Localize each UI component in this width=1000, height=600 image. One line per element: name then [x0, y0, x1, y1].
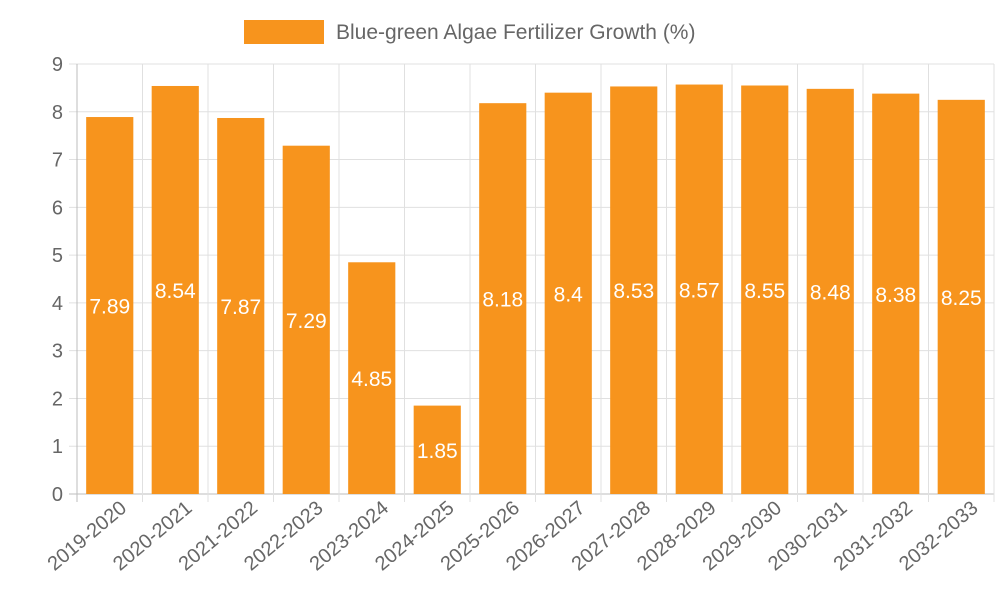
bar[interactable]	[413, 405, 461, 494]
bar[interactable]	[806, 88, 854, 494]
bar[interactable]	[479, 103, 527, 494]
bar-value-label: 7.87	[220, 296, 261, 319]
bar-value-label: 8.18	[482, 289, 523, 312]
bar[interactable]	[217, 117, 265, 494]
bar-value-label: 4.85	[351, 368, 392, 391]
bar[interactable]	[151, 85, 199, 494]
y-tick-label: 0	[52, 484, 63, 506]
bar[interactable]	[937, 99, 985, 494]
y-tick-label: 1	[52, 436, 63, 458]
bar[interactable]	[348, 262, 396, 494]
y-tick-label: 8	[52, 102, 63, 124]
y-tick-label: 9	[52, 54, 63, 76]
bar[interactable]	[86, 117, 134, 495]
y-tick-label: 6	[52, 197, 63, 219]
bar[interactable]	[544, 92, 592, 495]
bar-value-label: 8.48	[810, 281, 851, 304]
bar-value-label: 8.55	[744, 280, 785, 303]
legend-swatch	[244, 20, 324, 44]
y-axis-ticks: 0 1 2 3 4 5 6 7 8 9	[52, 54, 63, 506]
grid-lines	[69, 63, 995, 502]
y-tick-label: 7	[52, 150, 63, 172]
bar-value-label: 8.53	[613, 280, 654, 303]
bar-value-label: 8.57	[679, 279, 720, 302]
bar[interactable]	[610, 86, 658, 494]
y-tick-label: 5	[52, 245, 63, 267]
y-tick-label: 4	[52, 293, 63, 315]
bar-value-label: 1.85	[417, 440, 458, 463]
bar-value-label: 8.25	[941, 287, 982, 310]
bars: 7.89 8.54 7.87 7.29 4.85 1.85 8.18 8.4 8.53 8.57 8…	[86, 84, 985, 495]
bar-value-label: 8.4	[554, 283, 584, 306]
bar[interactable]	[872, 93, 920, 494]
bar[interactable]	[282, 145, 330, 494]
bar-value-label: 7.29	[286, 310, 327, 333]
bar[interactable]	[675, 84, 723, 495]
legend-label: Blue-green Algae Fertilizer Growth (%)	[336, 21, 695, 44]
x-axis-ticks: 2019-20202020-20212021-20222022-20232023…	[44, 497, 983, 575]
bar-value-label: 8.54	[155, 280, 196, 303]
y-tick-label: 2	[52, 388, 63, 410]
y-tick-label: 3	[52, 341, 63, 363]
bar-value-label: 8.38	[875, 284, 916, 307]
bar-value-label: 7.89	[89, 296, 130, 319]
legend[interactable]: Blue-green Algae Fertilizer Growth (%)	[244, 20, 695, 44]
bar[interactable]	[741, 85, 789, 495]
